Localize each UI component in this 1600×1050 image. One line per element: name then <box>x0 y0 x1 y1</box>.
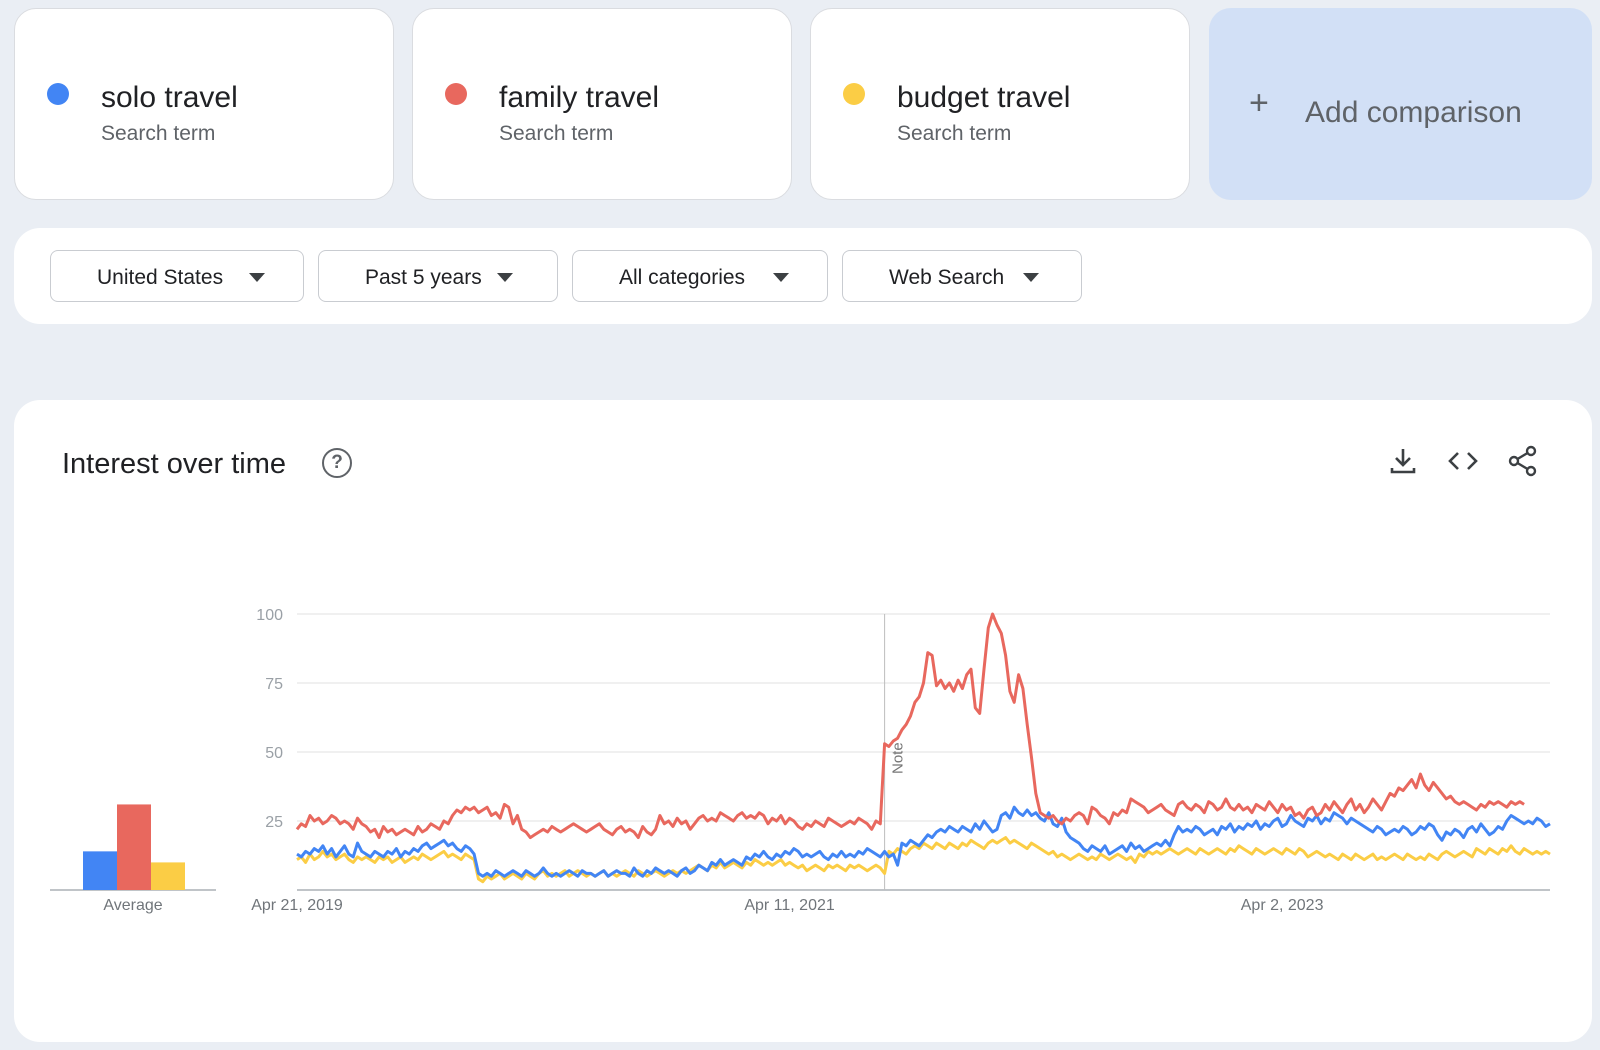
filter-time-dropdown[interactable]: Past 5 years <box>318 250 558 302</box>
filter-category-dropdown[interactable]: All categories <box>572 250 828 302</box>
interest-over-time-panel: Interest over time ? 25 50 75 100 Note Apr 21… <box>14 400 1592 1042</box>
chart-title: Interest over time <box>62 448 287 480</box>
filter-label: Web Search <box>889 266 1005 289</box>
term-name[interactable]: budget travel <box>897 81 1071 114</box>
x-tick-label: Apr 11, 2021 <box>744 897 835 914</box>
filter-label: United States <box>97 266 224 289</box>
series-color-dot <box>843 83 865 105</box>
term-card-solo-travel[interactable]: solo travel Search term <box>14 8 394 200</box>
filter-search-type-dropdown[interactable]: Web Search <box>842 250 1082 302</box>
embed-code-icon[interactable] <box>1446 444 1480 478</box>
download-icon[interactable] <box>1386 444 1420 478</box>
term-card-budget-travel[interactable]: budget travel Search term <box>810 8 1190 200</box>
plus-icon: + <box>1249 84 1269 122</box>
term-card-family-travel[interactable]: family travel Search term <box>412 8 792 200</box>
share-icon[interactable] <box>1506 444 1540 478</box>
caret-down-icon <box>249 273 265 282</box>
filter-label: All categories <box>619 266 746 289</box>
term-subtitle: Search term <box>101 122 216 145</box>
filter-region-dropdown[interactable]: United States <box>50 250 304 302</box>
help-circle-icon[interactable]: ? <box>322 448 352 478</box>
series-line-solo-travel <box>296 805 1551 878</box>
y-tick-label: 75 <box>265 676 283 693</box>
x-tick-label: Apr 21, 2019 <box>251 897 343 914</box>
y-tick-label: 100 <box>256 607 283 624</box>
term-name[interactable]: solo travel <box>101 81 238 114</box>
interest-chart[interactable]: 25 50 75 100 Note Apr 21, 2019 Apr 11, 2021 Apr… <box>14 400 1592 1042</box>
filter-label: Past 5 years <box>365 266 482 289</box>
average-label: Average <box>103 897 162 914</box>
add-comparison-button[interactable]: + Add comparison <box>1209 8 1592 200</box>
average-bar-budget-travel <box>151 862 185 890</box>
series-line-budget-travel <box>296 836 1551 884</box>
caret-down-icon <box>497 273 513 282</box>
x-tick-label: Apr 2, 2023 <box>1241 897 1324 914</box>
y-tick-label: 50 <box>265 745 283 762</box>
add-comparison-label: Add comparison <box>1305 96 1522 129</box>
series-line-family-travel <box>295 612 1525 840</box>
caret-down-icon <box>773 273 789 282</box>
note-label: Note <box>890 742 907 774</box>
term-subtitle: Search term <box>499 122 614 145</box>
series-color-dot <box>47 83 69 105</box>
term-subtitle: Search term <box>897 122 1012 145</box>
average-bar-family-travel <box>117 804 151 890</box>
caret-down-icon <box>1023 273 1039 282</box>
y-tick-label: 25 <box>265 814 283 831</box>
average-bar-solo-travel <box>83 851 117 890</box>
filter-bar: United States Past 5 years All categorie… <box>14 228 1592 324</box>
series-color-dot <box>445 83 467 105</box>
term-name[interactable]: family travel <box>499 81 660 114</box>
